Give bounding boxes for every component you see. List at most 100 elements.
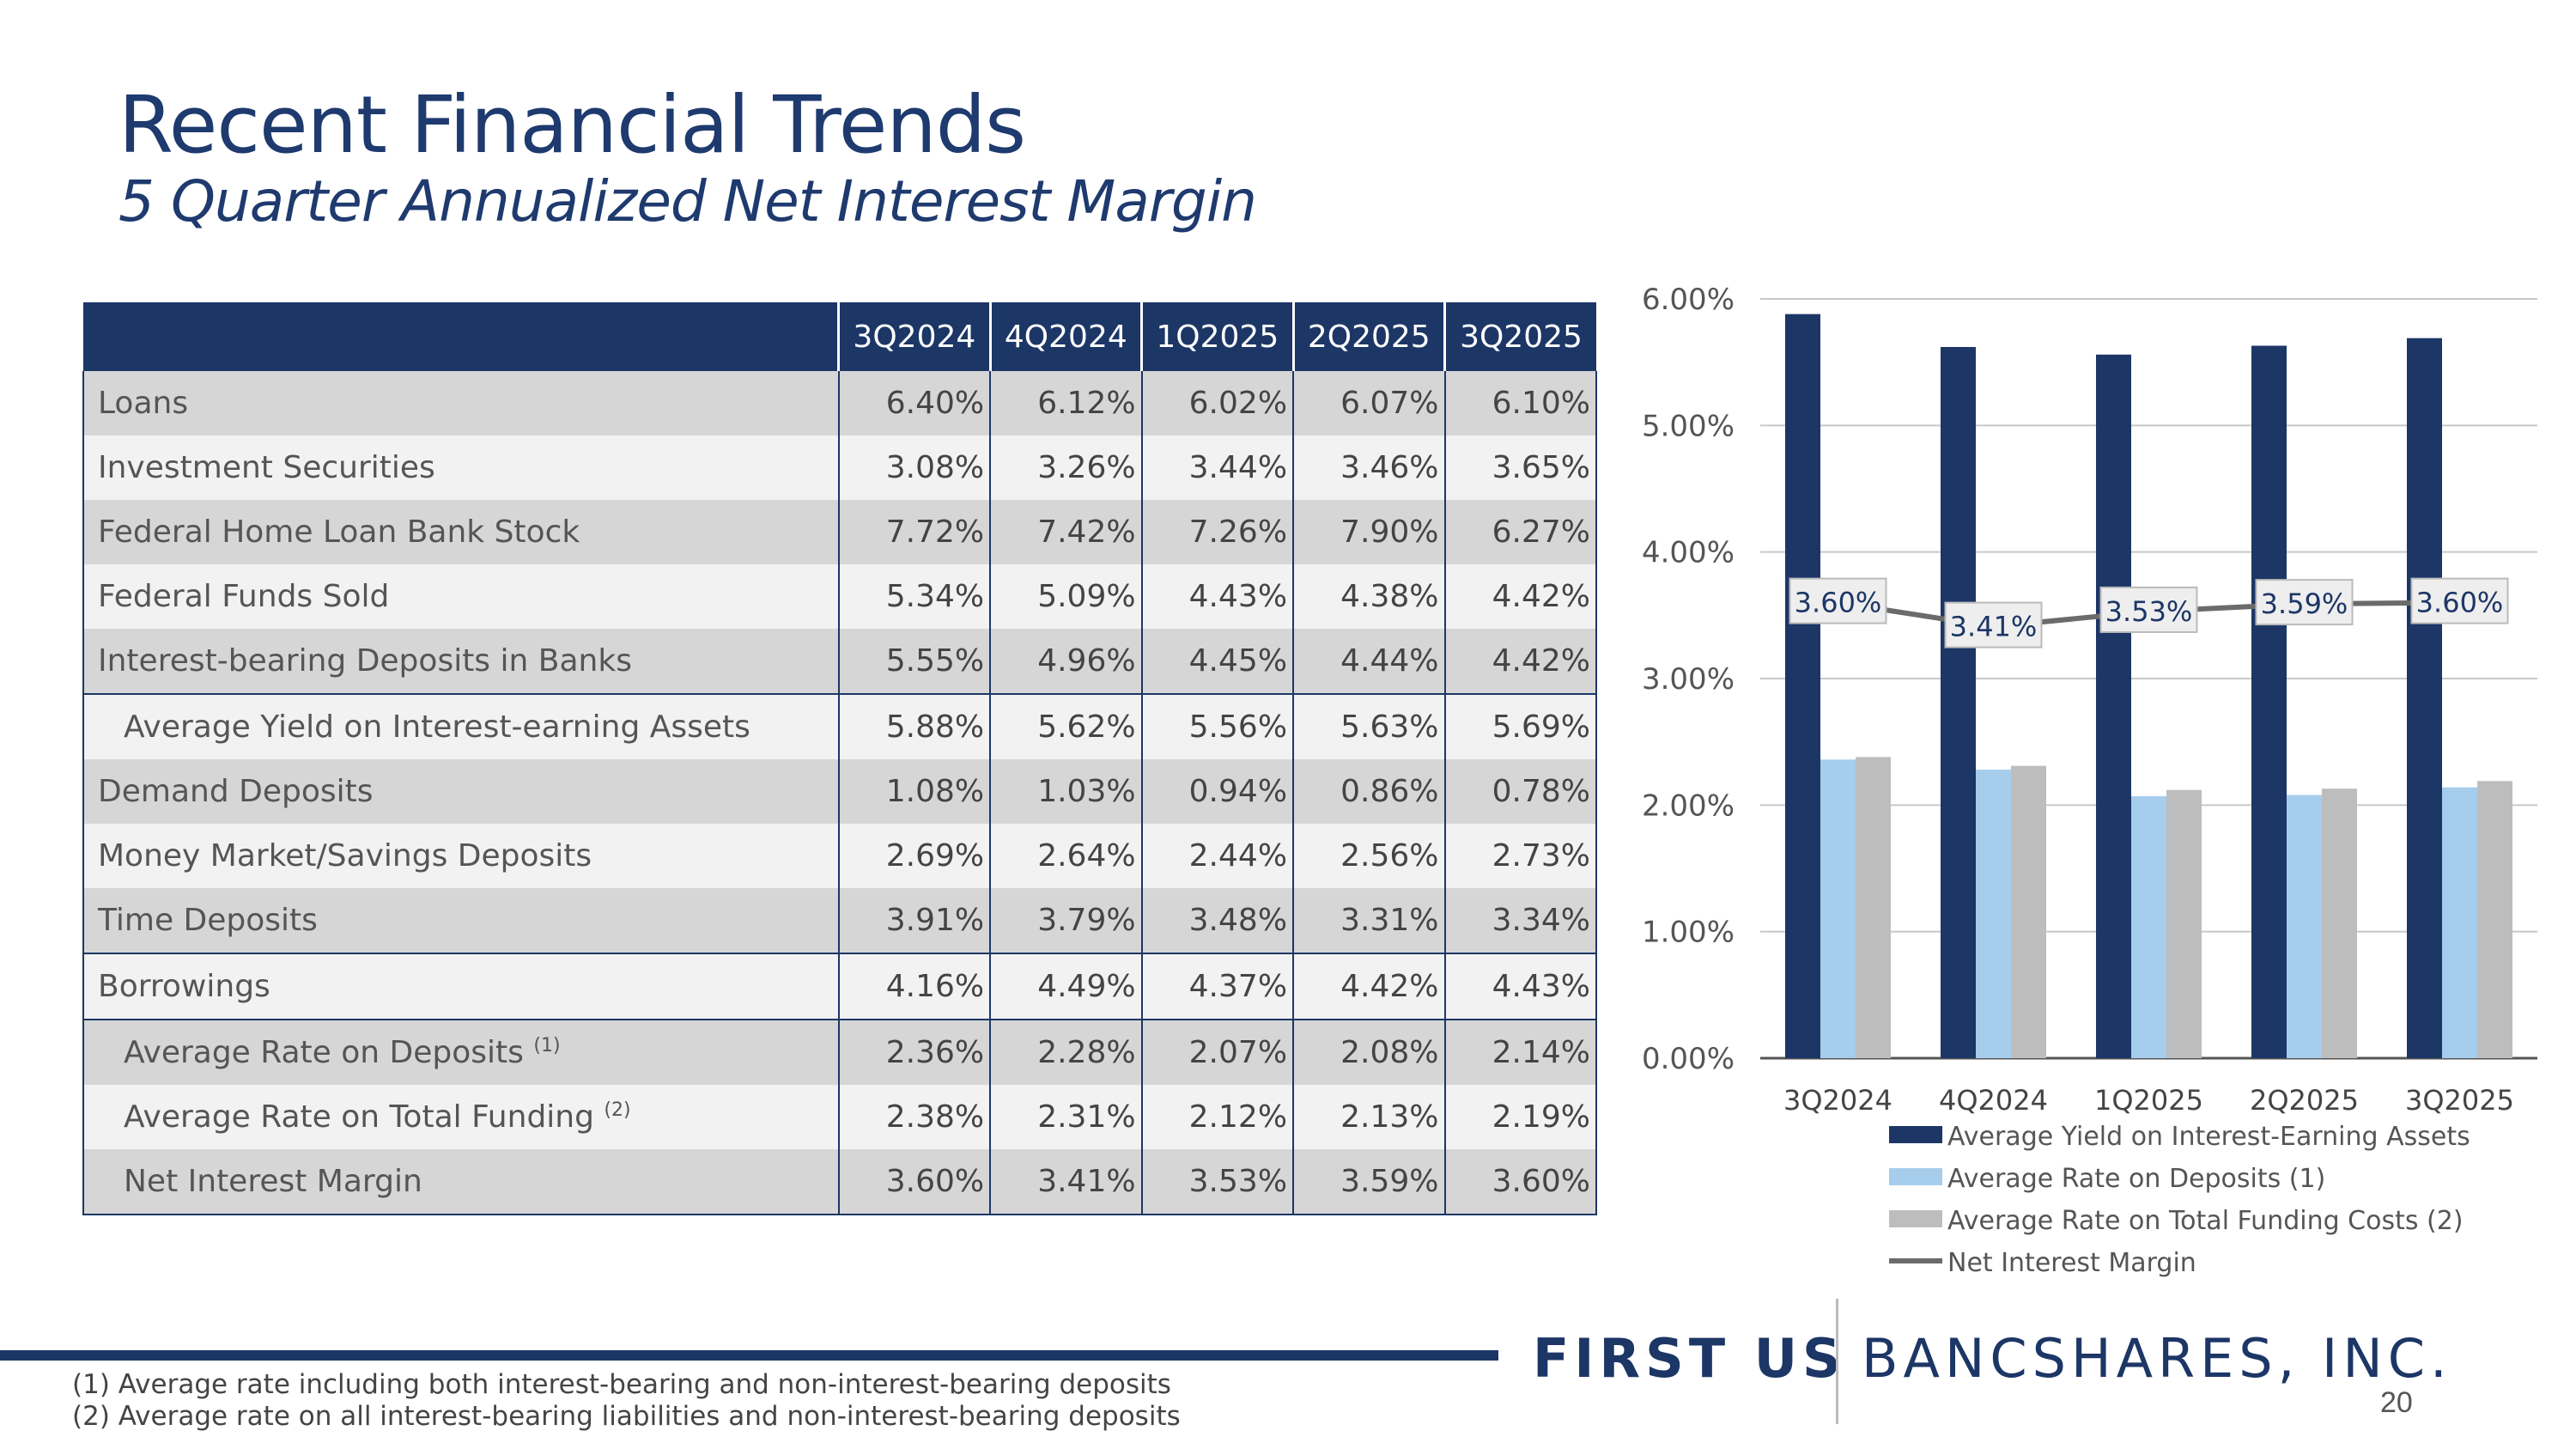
row-label-text: Net Interest Margin (124, 1164, 422, 1199)
table-row: Time Deposits 3.91% 3.79% 3.48% 3.31% 3.34% (82, 888, 1597, 953)
bar-deposits (1820, 759, 1856, 1058)
row-label: Loans (82, 371, 839, 435)
bar-funding (2477, 781, 2512, 1058)
page-subtitle: 5 Quarter Annualized Net Interest Margin (118, 168, 1257, 234)
row-label: Investment Securities (82, 435, 839, 500)
row-label: Interest-bearing Deposits in Banks (82, 629, 839, 694)
table-cell: 2.38% (837, 1085, 991, 1149)
table-cell: 4.38% (1292, 564, 1445, 629)
table-cell: 6.27% (1443, 500, 1597, 564)
table-cell: 6.40% (837, 371, 991, 435)
row-label-text: Demand Deposits (98, 774, 374, 809)
nim-label-box (1789, 577, 1887, 624)
table-row: Average Yield on Interest-earning Assets… (82, 693, 1597, 759)
nim-chart: 0.00% 1.00% 2.00% 3.00% 4.00% 5.00% 6.00% 3Q202… (1642, 283, 2537, 1278)
bar-funding (2322, 788, 2357, 1058)
logo-divider (1836, 1299, 1838, 1424)
table-header-cell: 1Q2025 (1140, 302, 1294, 371)
x-tick-label: 2Q2025 (2250, 1084, 2359, 1117)
table-cell: 0.94% (1140, 759, 1294, 824)
y-tick-label: 2.00% (1642, 788, 1735, 823)
table-cell: 2.44% (1140, 824, 1294, 888)
row-label-text: Investment Securities (98, 450, 435, 485)
row-label-text: Average Rate on Total Funding (124, 1099, 594, 1135)
table-row: Investment Securities 3.08% 3.26% 3.44% 3.46… (82, 435, 1597, 500)
row-label-text: Interest-bearing Deposits in Banks (98, 643, 632, 679)
table-cell: 3.08% (837, 435, 991, 500)
table-cell: 2.19% (1443, 1085, 1597, 1149)
financial-table: 3Q2024 4Q2024 1Q2025 2Q2025 3Q2025 Loans… (82, 302, 1597, 1215)
table-header-blank (83, 302, 839, 371)
nim-data-label: 3.59% (2261, 588, 2348, 620)
row-label-text: Loans (98, 386, 189, 421)
row-label: Average Rate on Deposits (1) (82, 1019, 839, 1085)
table-cell: 7.42% (989, 500, 1142, 564)
table-cell: 2.08% (1292, 1019, 1445, 1085)
y-tick-label: 3.00% (1642, 662, 1735, 697)
table-cell: 4.43% (1140, 564, 1294, 629)
table-row: Average Rate on Deposits (1) 2.36% 2.28% 2.… (82, 1019, 1597, 1085)
bar-yield (1785, 314, 1820, 1058)
table-cell: 4.42% (1443, 629, 1597, 694)
table-cell: 4.42% (1292, 953, 1445, 1020)
table-cell: 3.46% (1292, 435, 1445, 500)
nim-label-box (2255, 579, 2354, 626)
table-row: Net Interest Margin 3.60% 3.41% 3.53% 3.59% 3… (82, 1149, 1597, 1215)
footnote-1: (1) Average rate including both interest… (72, 1369, 1171, 1400)
y-tick-label: 4.00% (1642, 536, 1735, 570)
table-row: Federal Home Loan Bank Stock 7.72% 7.42% 7.… (82, 500, 1597, 564)
table-cell: 3.31% (1292, 888, 1445, 953)
table-cell: 3.48% (1140, 888, 1294, 953)
nim-label-box (2410, 577, 2509, 624)
table-header-cell: 2Q2025 (1291, 302, 1445, 371)
table-cell: 2.36% (837, 1019, 991, 1085)
table-cell: 4.96% (989, 629, 1142, 694)
table-cell: 3.79% (989, 888, 1142, 953)
table-cell: 3.26% (989, 435, 1142, 500)
x-tick-label: 1Q2025 (2094, 1084, 2203, 1117)
table-cell: 5.09% (989, 564, 1142, 629)
bar-deposits (2287, 795, 2322, 1058)
nim-data-label: 3.60% (1795, 587, 1882, 619)
table-cell: 6.02% (1140, 371, 1294, 435)
table-row: Average Rate on Total Funding (2) 2.38% 2.… (82, 1085, 1597, 1149)
table-cell: 4.16% (837, 953, 991, 1020)
legend-label: Average Yield on Interest-Earning Assets (1947, 1122, 2470, 1152)
table-cell: 6.12% (989, 371, 1142, 435)
bar-yield (2407, 338, 2442, 1058)
bottom-rule (0, 1350, 1498, 1361)
x-tick-label: 4Q2024 (1939, 1084, 2048, 1117)
footnote-marker: (1) (533, 1035, 561, 1056)
table-row: Loans 6.40% 6.12% 6.02% 6.07% 6.10% (82, 371, 1597, 435)
footnote-marker: (2) (604, 1099, 631, 1121)
row-label: Demand Deposits (82, 759, 839, 824)
legend-swatch (1889, 1126, 1942, 1143)
row-label-text: Money Market/Savings Deposits (98, 838, 592, 874)
logo-bancshares: BANCSHARES, INC. (1862, 1327, 2452, 1390)
row-label: Time Deposits (82, 888, 839, 953)
row-label: Money Market/Savings Deposits (82, 824, 839, 888)
table-cell: 6.10% (1443, 371, 1597, 435)
row-label-text: Borrowings (98, 969, 270, 1004)
table-cell: 5.62% (989, 693, 1142, 759)
table-row: Interest-bearing Deposits in Banks 5.55% 4… (82, 629, 1597, 694)
table-cell: 4.45% (1140, 629, 1294, 694)
table-header-cell: 3Q2025 (1443, 302, 1596, 371)
row-label-text: Average Yield on Interest-earning Assets (124, 709, 750, 745)
table-cell: 4.43% (1443, 953, 1597, 1020)
table-cell: 3.60% (837, 1149, 991, 1215)
table-cell: 2.28% (989, 1019, 1142, 1085)
table-cell: 3.60% (1443, 1149, 1597, 1215)
table-cell: 5.63% (1292, 693, 1445, 759)
legend-label: Average Rate on Deposits (1) (1947, 1164, 2325, 1194)
table-cell: 2.07% (1140, 1019, 1294, 1085)
bar-deposits (2131, 796, 2166, 1058)
table-cell: 0.78% (1443, 759, 1597, 824)
row-label: Federal Funds Sold (82, 564, 839, 629)
table-header-cell: 4Q2024 (988, 302, 1142, 371)
row-label: Average Rate on Total Funding (2) (82, 1085, 839, 1149)
table-cell: 3.44% (1140, 435, 1294, 500)
table-cell: 7.26% (1140, 500, 1294, 564)
nim-label-box (1944, 601, 2043, 648)
table-cell: 2.13% (1292, 1085, 1445, 1149)
